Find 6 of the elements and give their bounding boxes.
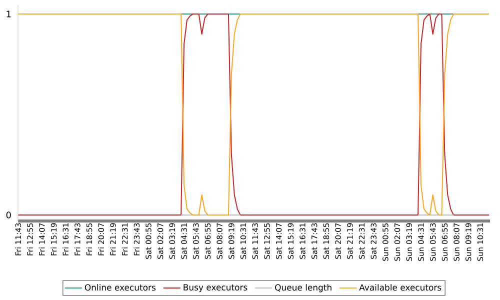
y-tick-label: 1 [6, 10, 11, 18]
legend-label: Available executors [359, 284, 442, 291]
legend-label: Busy executors [184, 284, 248, 292]
legend-label: Queue length [275, 284, 332, 292]
legend-label: Online executors [84, 284, 156, 291]
y-tick-label: 0 [6, 212, 11, 218]
